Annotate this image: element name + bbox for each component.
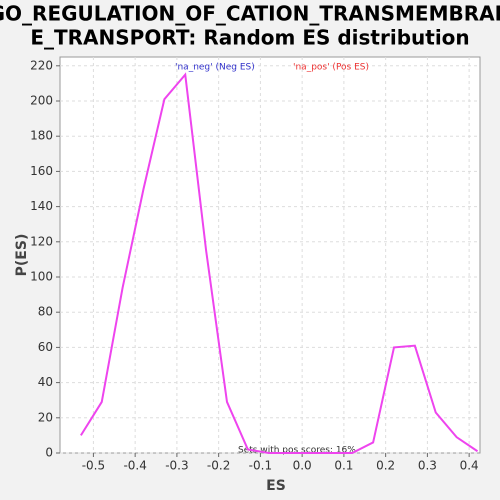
y-tick-label: 140 <box>30 199 53 213</box>
x-tick-label: -0.2 <box>207 459 230 473</box>
y-tick-label: 120 <box>30 234 53 248</box>
x-tick-label: 0.4 <box>460 459 479 473</box>
x-axis-label: ES <box>266 478 286 494</box>
legend-entry: 'na_neg' (Neg ES) <box>175 63 255 73</box>
y-tick-label: 0 <box>45 446 53 460</box>
chart-title: E_TRANSPORT: Random ES distribution <box>30 26 469 50</box>
legend-entry: 'na_pos' (Pos ES) <box>293 63 369 73</box>
y-tick-label: 80 <box>38 305 53 319</box>
chart-title: GO_REGULATION_OF_CATION_TRANSMEMBRAN <box>0 2 500 26</box>
x-tick-label: 0.2 <box>376 459 395 473</box>
y-tick-label: 20 <box>38 410 53 424</box>
y-tick-label: 160 <box>30 164 53 178</box>
x-tick-label: 0.1 <box>334 459 353 473</box>
y-tick-label: 100 <box>30 270 53 284</box>
x-tick-label: -0.4 <box>123 459 146 473</box>
y-tick-label: 60 <box>38 340 53 354</box>
line <box>80 72 479 454</box>
y-tick-label: 220 <box>30 58 53 72</box>
x-tick-label: 0.0 <box>293 459 312 473</box>
x-tick-label: -0.5 <box>82 459 105 473</box>
y-tick-label: 200 <box>30 94 53 108</box>
y-tick-label: 180 <box>30 129 53 143</box>
x-tick-label: 0.3 <box>418 459 437 473</box>
annotation: Sets with pos scores: 16% <box>238 446 356 456</box>
plot-area <box>59 56 481 454</box>
x-tick-label: -0.3 <box>165 459 188 473</box>
y-axis-label: P(ES) <box>14 234 30 277</box>
y-tick-label: 40 <box>38 375 53 389</box>
x-tick-label: -0.1 <box>249 459 272 473</box>
